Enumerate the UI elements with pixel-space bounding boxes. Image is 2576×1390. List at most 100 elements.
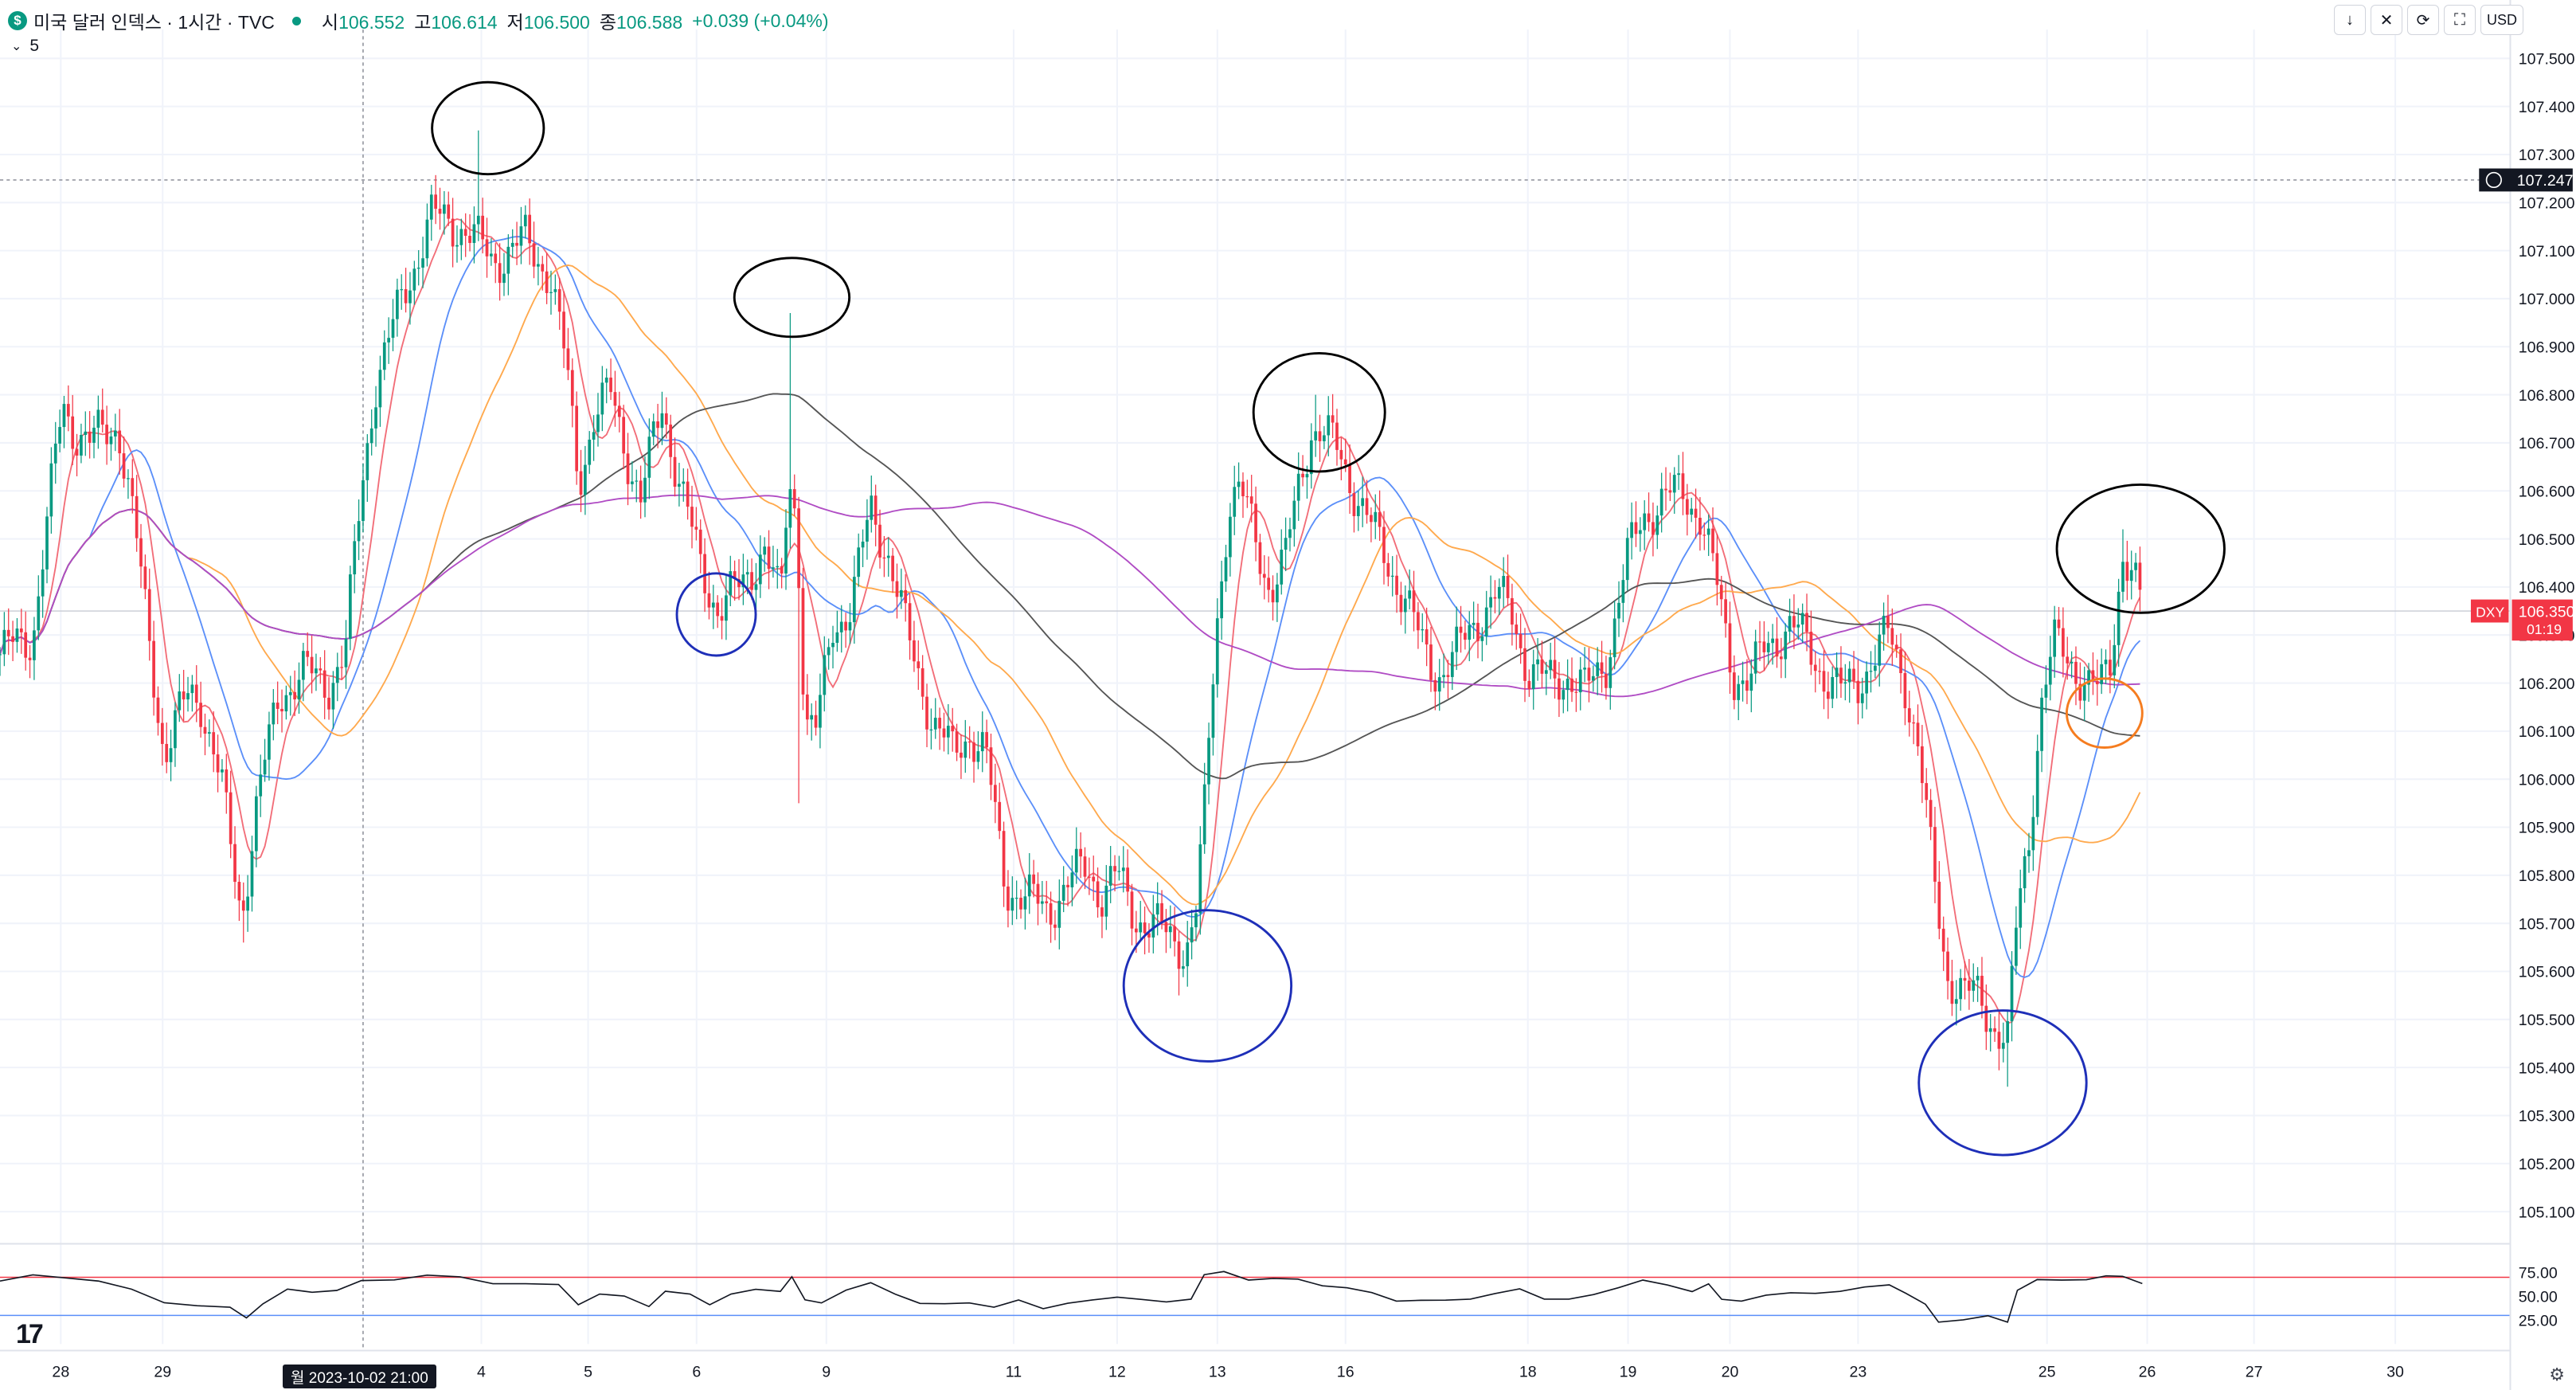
- candle-body: [506, 246, 510, 274]
- candle-body: [1784, 631, 1788, 660]
- candle-body: [1963, 977, 1967, 981]
- candle-body: [1886, 616, 1890, 628]
- candle-body: [147, 589, 151, 641]
- candle-body: [1061, 884, 1065, 901]
- candle-body: [438, 209, 442, 214]
- candle-body: [84, 431, 88, 435]
- candle-body: [870, 495, 874, 520]
- arrow-down-button[interactable]: ↓: [2334, 5, 2366, 35]
- candle-body: [1647, 513, 1651, 523]
- candle-body: [1847, 668, 1851, 683]
- candle-body: [1480, 636, 1484, 641]
- candle-body: [763, 546, 767, 555]
- candle-body: [139, 538, 143, 567]
- moving-average-170: [0, 494, 2140, 698]
- x-tick-label: 19: [1620, 1364, 1637, 1381]
- candle-body: [1378, 511, 1382, 527]
- candle-body: [49, 463, 53, 517]
- currency-button[interactable]: USD: [2480, 5, 2523, 35]
- indicator-collapse-row[interactable]: ⌄ 5: [11, 37, 39, 56]
- x-tick-label: 4: [477, 1364, 486, 1381]
- candle-body: [848, 622, 852, 631]
- candle-body: [443, 204, 446, 214]
- candle-body: [1976, 975, 1980, 981]
- candle-body: [737, 578, 741, 588]
- candle-body: [2048, 656, 2052, 685]
- candle-body: [58, 427, 61, 444]
- candle-body: [1468, 625, 1472, 640]
- candle-body: [562, 311, 565, 349]
- candle-body: [1933, 827, 1937, 882]
- candle-body: [96, 409, 100, 428]
- candle-body: [647, 437, 651, 478]
- collapse-button[interactable]: ✕: [2371, 5, 2402, 35]
- candle-body: [1323, 435, 1326, 441]
- candle-body: [263, 759, 267, 775]
- candle-body: [1502, 576, 1506, 587]
- candle-body: [1827, 691, 1830, 699]
- annotation-circle-blue: [675, 572, 757, 657]
- candle-body: [1049, 903, 1053, 925]
- candle-body: [1506, 576, 1510, 598]
- candle-body: [1057, 900, 1061, 928]
- x-tick-label: 29: [154, 1364, 171, 1381]
- gear-icon[interactable]: ⚙: [2549, 1365, 2565, 1384]
- dollar-icon[interactable]: $: [8, 11, 27, 30]
- candle-body: [502, 273, 506, 284]
- candle-body: [494, 253, 498, 264]
- chevron-down-icon[interactable]: ⌄: [11, 40, 22, 53]
- symbol-title[interactable]: 미국 달러 인덱스 · 1시간 · TVC: [33, 12, 275, 33]
- candle-body: [391, 319, 395, 339]
- candle-body: [805, 694, 809, 720]
- candle-body: [1702, 534, 1706, 536]
- candle-body: [600, 382, 604, 415]
- candle-body: [1715, 553, 1719, 585]
- candle-body: [1207, 738, 1210, 785]
- candle-body: [1032, 874, 1035, 884]
- candle-body: [2082, 684, 2086, 701]
- y-tick-label: 105.500: [2519, 1012, 2575, 1029]
- candle-body: [1433, 679, 1437, 692]
- candle-body: [707, 593, 711, 608]
- candle-body: [553, 289, 557, 292]
- candle-body: [1327, 415, 1331, 436]
- candle-body: [1108, 866, 1112, 886]
- candle-body: [1558, 678, 1561, 700]
- candle-body: [698, 529, 702, 554]
- candle-body: [1724, 599, 1727, 624]
- candle-body: [678, 484, 681, 487]
- candle-body: [1292, 500, 1296, 530]
- fullscreen-button[interactable]: ⛶: [2444, 5, 2476, 35]
- candle-body: [626, 453, 630, 484]
- candle-body: [823, 655, 827, 695]
- candle-body: [1079, 848, 1082, 857]
- candle-body: [1659, 488, 1663, 516]
- candle-body: [852, 577, 856, 623]
- chart-toolbar: ↓ ✕ ⟳ ⛶ USD: [2334, 5, 2523, 35]
- y-tick-label: 105.400: [2519, 1059, 2575, 1077]
- candle-body: [310, 656, 314, 674]
- candle-body: [1276, 584, 1279, 603]
- candle-body: [1617, 602, 1620, 619]
- candle-body: [301, 651, 305, 680]
- candle-body: [1010, 898, 1014, 911]
- x-tick-label: 5: [584, 1364, 592, 1381]
- candle-body: [1186, 942, 1190, 967]
- candle-body: [412, 268, 416, 291]
- candle-body: [844, 621, 847, 631]
- candle-body: [237, 882, 241, 901]
- refresh-button[interactable]: ⟳: [2407, 5, 2439, 35]
- candle-body: [481, 215, 485, 240]
- candle-body: [1070, 872, 1074, 887]
- candle-body: [1655, 515, 1659, 535]
- candle-body: [904, 589, 908, 604]
- candle-body: [1023, 896, 1027, 910]
- candle-body: [400, 289, 404, 291]
- candle-body: [1959, 977, 1963, 1000]
- rsi-level-label: 50.00: [2519, 1289, 2558, 1306]
- candle-body: [41, 569, 45, 597]
- annotation-circle-black: [1252, 352, 1386, 473]
- candle-body: [408, 290, 412, 303]
- candle-body: [156, 697, 160, 723]
